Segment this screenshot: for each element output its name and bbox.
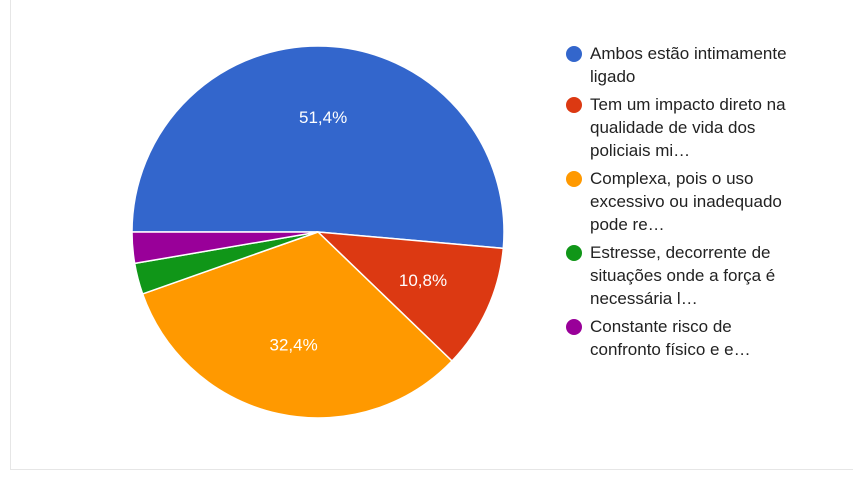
legend: Ambos estão intimamente ligado Tem um im… — [566, 42, 846, 366]
pie-data-label: 10,8% — [399, 271, 447, 290]
legend-item-risco[interactable]: Constante risco de confronto físico e e… — [566, 315, 846, 361]
legend-label: Estresse, decorrente de situações onde a… — [590, 243, 776, 308]
legend-swatch — [566, 319, 582, 335]
legend-item-impacto[interactable]: Tem um impacto direto na qualidade de vi… — [566, 93, 846, 162]
legend-swatch — [566, 171, 582, 187]
pie-slice[interactable] — [315, 231, 505, 363]
pie-slice[interactable] — [141, 231, 454, 419]
pie-slice[interactable] — [131, 231, 319, 265]
pie-slice[interactable] — [131, 45, 505, 250]
legend-swatch — [566, 46, 582, 62]
legend-swatch — [566, 245, 582, 261]
legend-label: Constante risco de confronto físico e e… — [590, 317, 751, 359]
legend-label: Tem um impacto direto na qualidade de vi… — [590, 95, 786, 160]
pie-slices — [131, 45, 505, 419]
pie-labels: 51,4% 10,8% 32,4% — [269, 108, 447, 355]
legend-item-complexa[interactable]: Complexa, pois o uso excessivo ou inadeq… — [566, 167, 846, 236]
legend-item-estresse[interactable]: Estresse, decorrente de situações onde a… — [566, 241, 846, 310]
legend-item-ambos[interactable]: Ambos estão intimamente ligado — [566, 42, 846, 88]
legend-label: Ambos estão intimamente ligado — [590, 44, 787, 86]
legend-label: Complexa, pois o uso excessivo ou inadeq… — [590, 169, 782, 234]
pie-data-label: 32,4% — [269, 336, 317, 355]
chart-frame — [10, 0, 853, 470]
legend-swatch — [566, 97, 582, 113]
pie-data-label: 51,4% — [299, 108, 347, 127]
